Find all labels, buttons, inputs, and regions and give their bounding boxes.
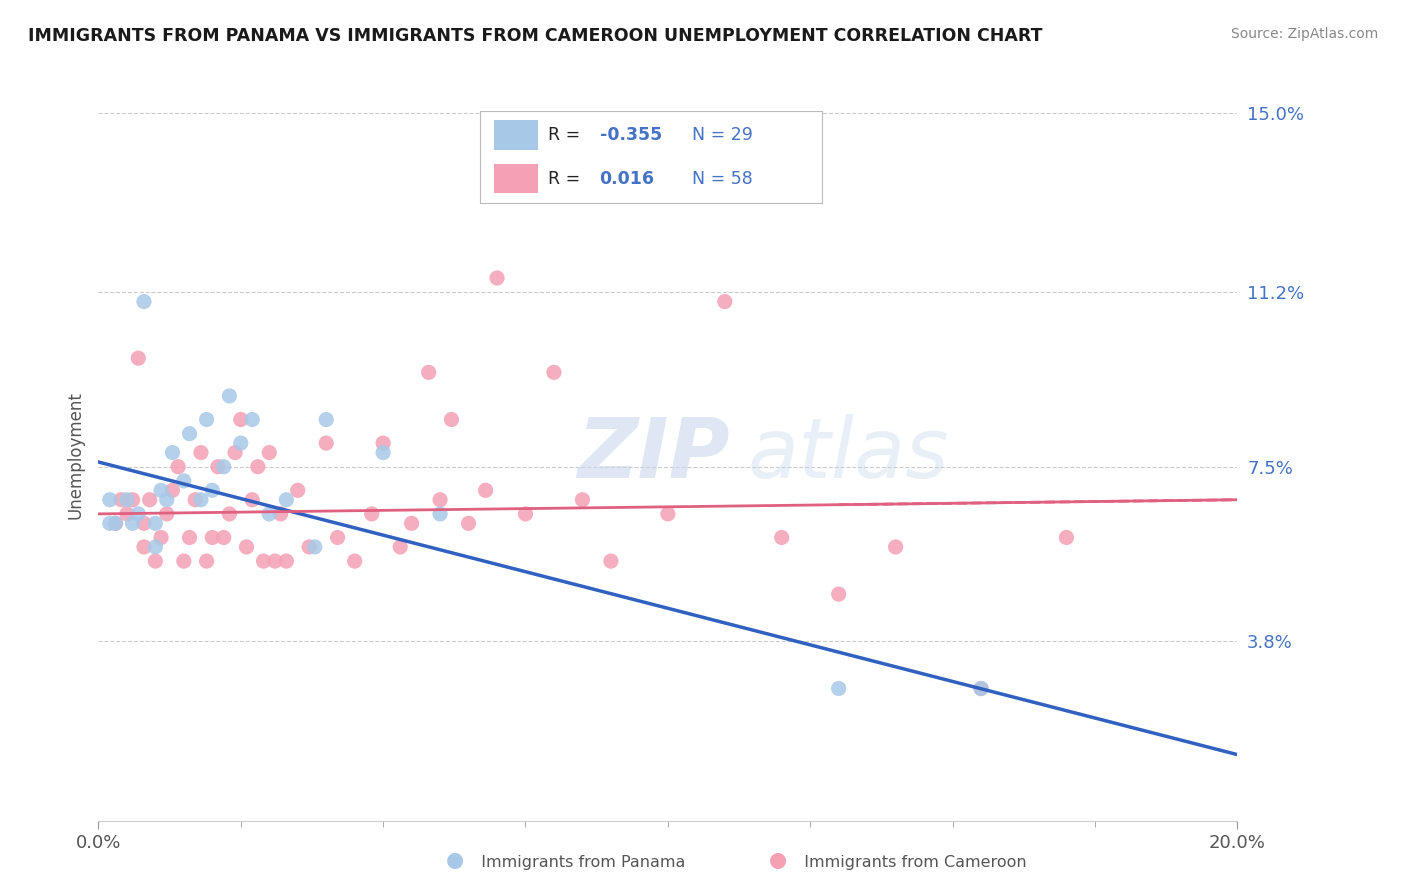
Point — [657, 507, 679, 521]
Point — [515, 507, 537, 521]
Point — [218, 507, 240, 521]
Point — [298, 540, 321, 554]
Text: IMMIGRANTS FROM PANAMA VS IMMIGRANTS FROM CAMEROON UNEMPLOYMENT CORRELATION CHAR: IMMIGRANTS FROM PANAMA VS IMMIGRANTS FRO… — [28, 27, 1043, 45]
Text: Source: ZipAtlas.com: Source: ZipAtlas.com — [1230, 27, 1378, 41]
Point — [162, 445, 184, 459]
Point — [457, 516, 479, 531]
Point — [127, 351, 149, 366]
Point — [315, 436, 337, 450]
Point — [970, 681, 993, 696]
Point — [207, 459, 229, 474]
Point — [543, 365, 565, 379]
Point — [970, 681, 993, 696]
Point — [138, 492, 160, 507]
Point — [173, 554, 195, 568]
Point — [246, 459, 269, 474]
Point — [229, 436, 252, 450]
Point — [104, 516, 127, 531]
Point — [127, 507, 149, 521]
Point — [600, 554, 623, 568]
Point — [145, 540, 167, 554]
Point — [115, 507, 138, 521]
Point — [828, 681, 851, 696]
Text: ●: ● — [769, 850, 787, 870]
Point — [121, 492, 143, 507]
Point — [474, 483, 496, 498]
Point — [486, 271, 509, 285]
Point — [184, 492, 207, 507]
Point — [179, 531, 201, 545]
Point — [195, 412, 218, 426]
Point — [440, 412, 463, 426]
Point — [212, 459, 235, 474]
Point — [229, 412, 252, 426]
Point — [98, 492, 121, 507]
Point — [190, 445, 212, 459]
Point — [304, 540, 326, 554]
Text: Immigrants from Panama: Immigrants from Panama — [471, 855, 685, 870]
Point — [115, 492, 138, 507]
Point — [132, 516, 155, 531]
Point — [104, 516, 127, 531]
Point — [132, 540, 155, 554]
Point — [224, 445, 246, 459]
Point — [360, 507, 382, 521]
Point — [770, 531, 793, 545]
Point — [252, 554, 274, 568]
Point — [156, 507, 179, 521]
Point — [173, 474, 195, 488]
Point — [276, 492, 298, 507]
Point — [167, 459, 190, 474]
Point — [571, 492, 593, 507]
Point — [1056, 531, 1078, 545]
Point — [150, 483, 173, 498]
Point — [235, 540, 257, 554]
Point — [190, 492, 212, 507]
Point — [212, 531, 235, 545]
Point — [218, 389, 240, 403]
Point — [276, 554, 298, 568]
Point — [287, 483, 309, 498]
Point — [714, 294, 737, 309]
Point — [156, 492, 179, 507]
Point — [110, 492, 132, 507]
Point — [828, 587, 851, 601]
Point — [343, 554, 366, 568]
Point — [315, 412, 337, 426]
Point — [401, 516, 423, 531]
Point — [195, 554, 218, 568]
Point — [418, 365, 440, 379]
Point — [201, 483, 224, 498]
Point — [389, 540, 412, 554]
Point — [270, 507, 292, 521]
Text: ZIP: ZIP — [576, 415, 730, 495]
Point — [259, 507, 281, 521]
Point — [326, 531, 349, 545]
Point — [162, 483, 184, 498]
Point — [373, 445, 395, 459]
Text: atlas: atlas — [748, 415, 949, 495]
Point — [240, 412, 263, 426]
Point — [884, 540, 907, 554]
Point — [259, 445, 281, 459]
Text: ●: ● — [446, 850, 464, 870]
Point — [98, 516, 121, 531]
Point — [179, 426, 201, 441]
Point — [264, 554, 287, 568]
Point — [145, 554, 167, 568]
Point — [121, 516, 143, 531]
Point — [429, 492, 451, 507]
Y-axis label: Unemployment: Unemployment — [66, 391, 84, 519]
Point — [150, 531, 173, 545]
Point — [429, 507, 451, 521]
Point — [145, 516, 167, 531]
Point — [132, 294, 155, 309]
Point — [201, 531, 224, 545]
Text: Immigrants from Cameroon: Immigrants from Cameroon — [794, 855, 1026, 870]
Point — [240, 492, 263, 507]
Point — [373, 436, 395, 450]
